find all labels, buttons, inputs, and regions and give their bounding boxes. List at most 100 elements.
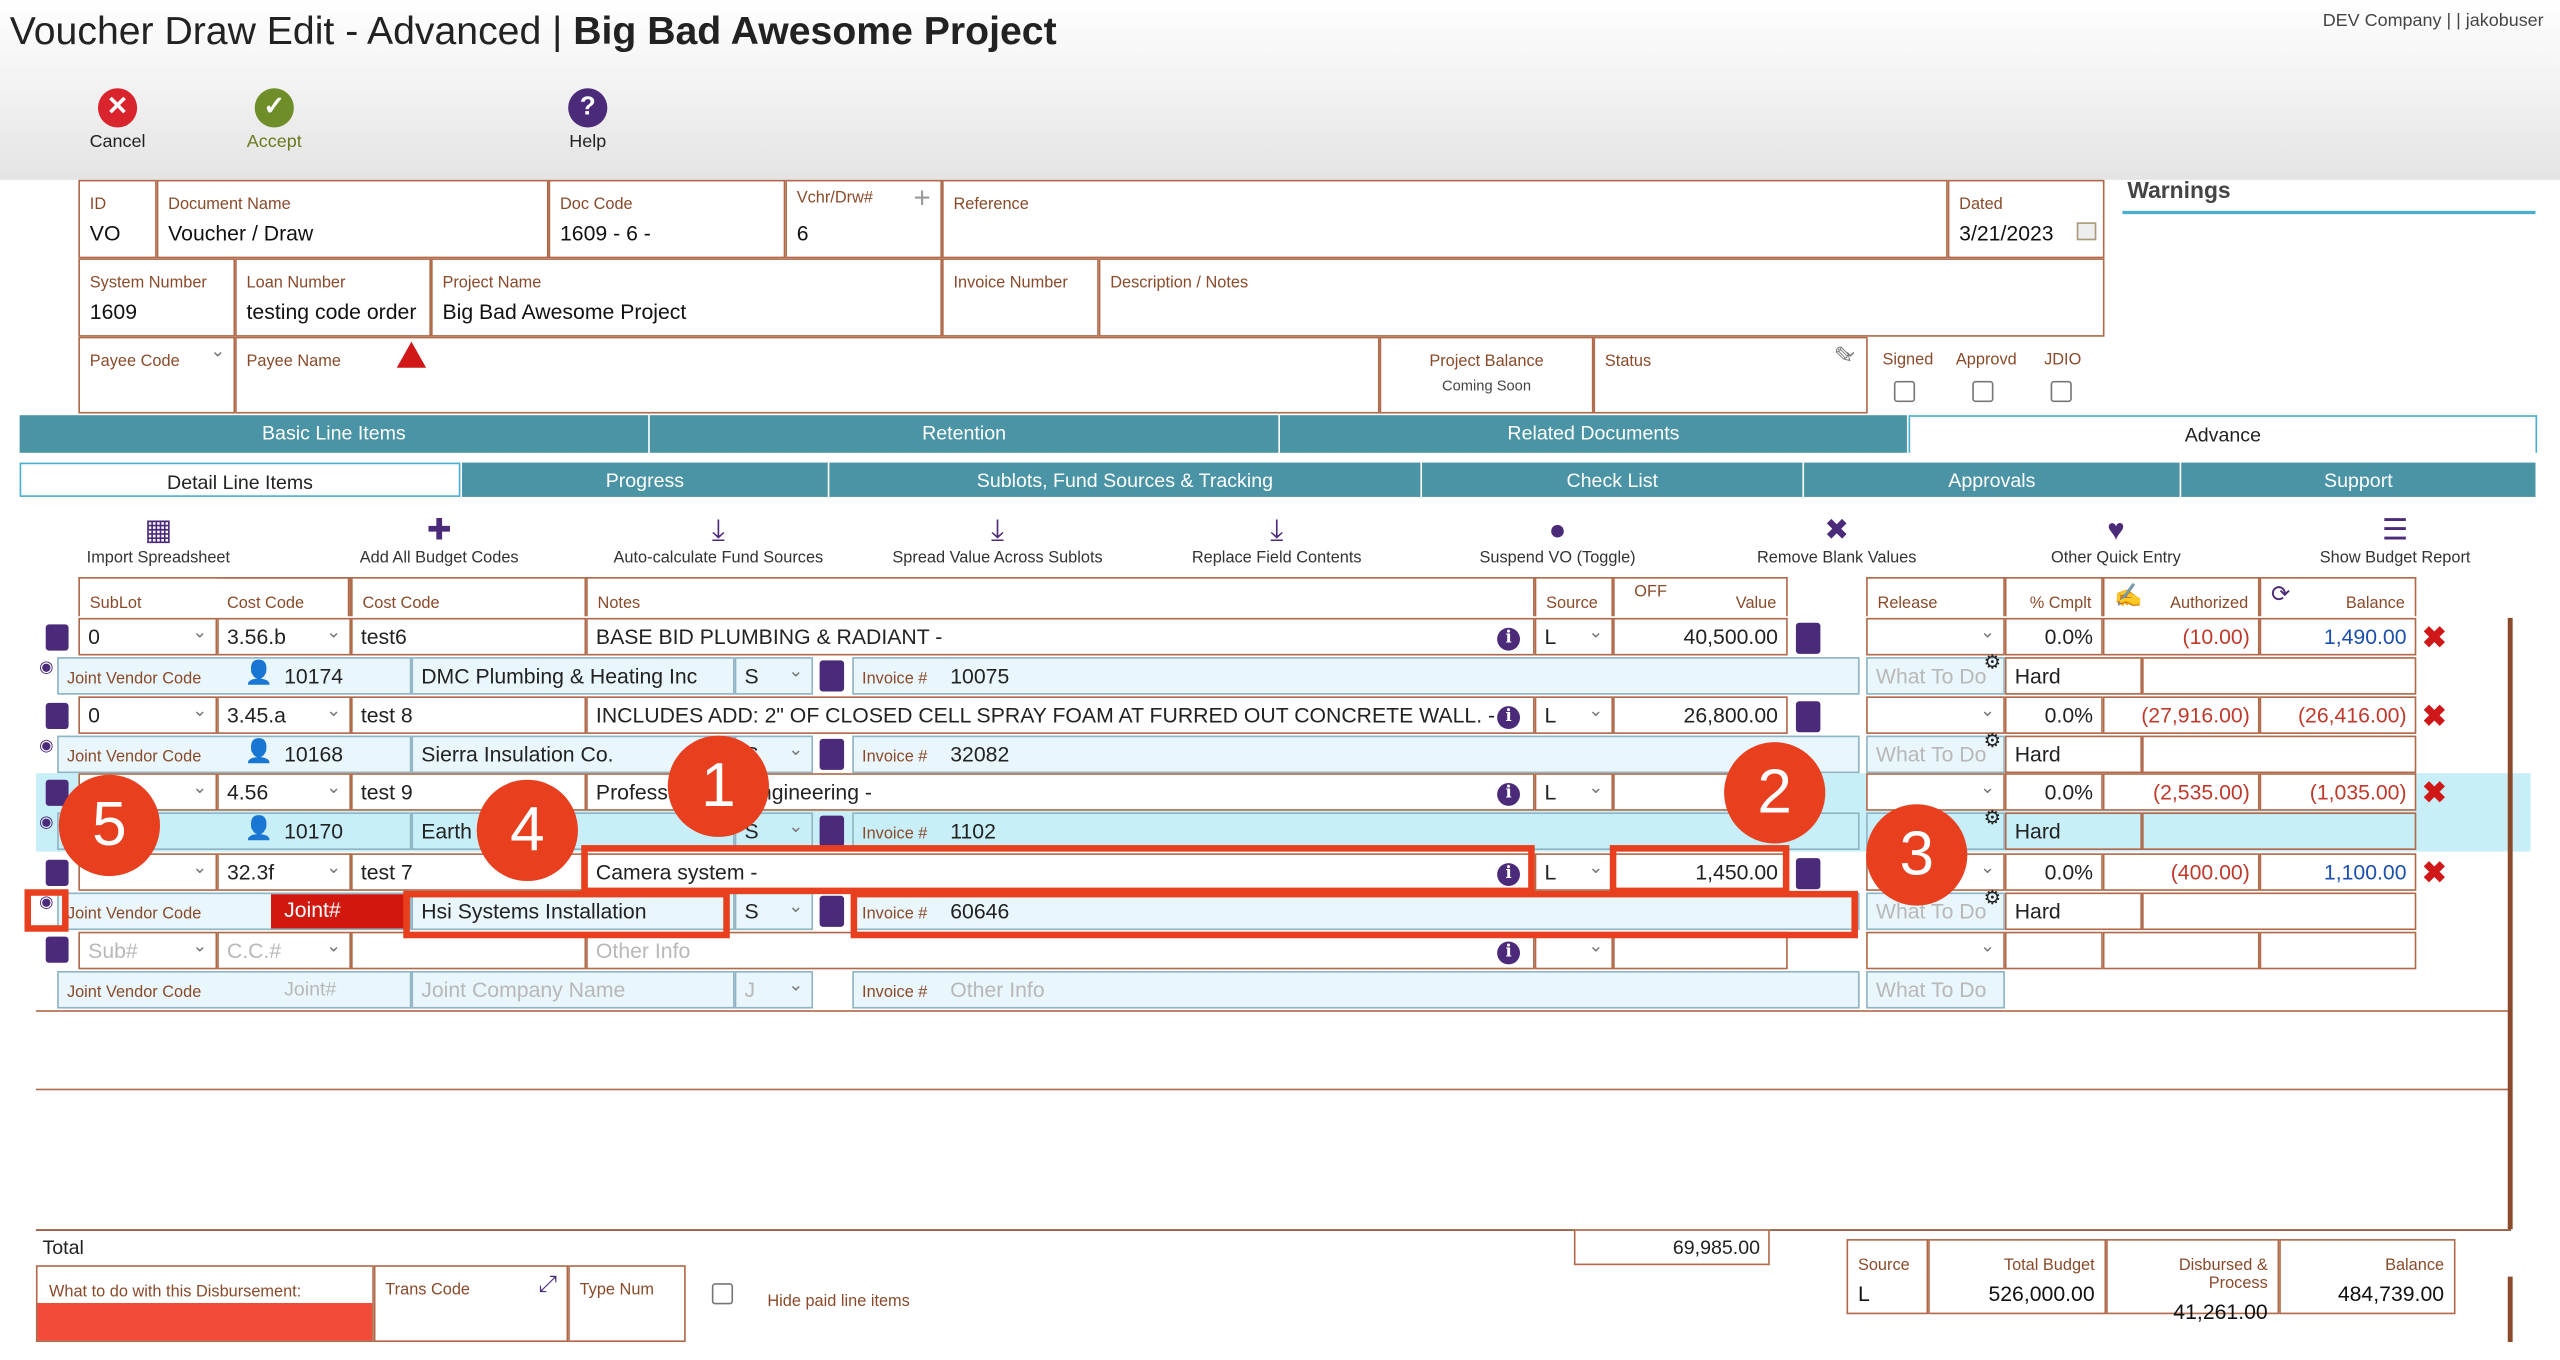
what-to-do-select[interactable]: What To Do: [1866, 970, 2005, 1009]
notes-input[interactable]: INCLUDES ADD: 2" OF CLOSED CELL SPRAY FO…: [586, 696, 1535, 734]
calendar-icon[interactable]: [2076, 222, 2097, 241]
description-notes-field[interactable]: Description / Notes: [1098, 258, 2105, 337]
document-icon[interactable]: [45, 702, 69, 730]
gear-icon[interactable]: ⚙: [1983, 650, 2002, 674]
document-icon[interactable]: [45, 624, 69, 651]
calculator-icon[interactable]: [819, 895, 845, 927]
type-select[interactable]: S: [734, 657, 814, 695]
info-icon[interactable]: i: [1497, 782, 1520, 806]
what-to-do-disbursement[interactable]: What to do with this Disbursement:: [35, 1265, 374, 1343]
plus-icon[interactable]: +: [913, 181, 931, 215]
document-icon[interactable]: [45, 936, 69, 963]
calculator-icon[interactable]: [1795, 622, 1821, 654]
payee-name-field[interactable]: Payee Name: [235, 336, 1380, 414]
eye-icon[interactable]: ◉: [39, 658, 54, 677]
info-icon[interactable]: i: [1497, 706, 1520, 730]
calculator-icon[interactable]: [1795, 701, 1821, 733]
document-icon[interactable]: [45, 859, 69, 886]
delete-row-icon[interactable]: ✖: [2421, 621, 2447, 654]
gear-icon[interactable]: ⚙: [1983, 729, 2002, 752]
tab-retention[interactable]: Retention: [649, 415, 1279, 453]
joint-vendor-code-select[interactable]: Joint Vendor Code 👤 10168: [57, 735, 412, 774]
suspend-vo-toggle-button[interactable]: ● Suspend VO (Toggle): [1469, 513, 1645, 567]
remove-blank-values-button[interactable]: ✖ Remove Blank Values: [1747, 513, 1927, 567]
release-select[interactable]: [1866, 931, 2005, 970]
joint-vendor-code-select[interactable]: Joint Vendor Code Joint#: [57, 892, 412, 931]
invoice-input[interactable]: Invoice # 10075: [852, 657, 1860, 695]
add-budget-codes-button[interactable]: ✚ Add All Budget Codes: [343, 513, 536, 567]
tab-advance[interactable]: Advance: [1908, 415, 2538, 453]
gear-icon[interactable]: ⚙: [1983, 805, 2002, 829]
subtab-progress[interactable]: Progress: [462, 462, 828, 497]
joint-company-name[interactable]: DMC Plumbing & Heating Inc: [411, 657, 735, 695]
type-num-field[interactable]: Type Num: [568, 1265, 686, 1343]
calculator-icon[interactable]: [819, 660, 845, 692]
joint-vendor-code-select[interactable]: Joint Vendor Code 👤 10174: [57, 657, 412, 695]
value-input[interactable]: 40,500.00: [1613, 617, 1788, 656]
invoice-input[interactable]: Invoice # 32082: [852, 735, 1860, 774]
source-select[interactable]: L: [1534, 617, 1614, 656]
jdio-checkbox[interactable]: [2050, 380, 2072, 403]
approved-checkbox[interactable]: [1972, 380, 1994, 403]
trans-code-field[interactable]: Trans Code ⤢: [373, 1265, 569, 1343]
what-to-do-select[interactable]: What To Do: [1866, 735, 2005, 774]
cost-code-select[interactable]: C.C.#: [217, 931, 352, 970]
invoice-number-field[interactable]: Invoice Number: [942, 258, 1099, 337]
tab-related-documents[interactable]: Related Documents: [1279, 415, 1907, 453]
reference-field[interactable]: Reference: [942, 179, 1948, 259]
replace-field-contents-button[interactable]: ⤓ Replace Field Contents: [1182, 513, 1371, 567]
other-quick-entry-button[interactable]: ♥ Other Quick Entry: [2038, 513, 2195, 567]
signed-checkbox[interactable]: [1893, 380, 1916, 403]
value-input[interactable]: 1,450.00: [1613, 853, 1788, 891]
subtab-approvals[interactable]: Approvals: [1804, 462, 2180, 497]
type-select[interactable]: J: [734, 970, 814, 1009]
expand-icon[interactable]: ⤢: [538, 1270, 557, 1297]
source-select[interactable]: L: [1534, 773, 1614, 811]
auto-calc-fund-sources-button[interactable]: ⤓ Auto-calculate Fund Sources: [601, 513, 836, 567]
sublot-select[interactable]: 0: [78, 617, 218, 656]
gear-icon[interactable]: ⚙: [1983, 885, 2002, 909]
show-budget-report-button[interactable]: ☰ Show Budget Report: [2309, 513, 2482, 567]
value-input[interactable]: 26,800.00: [1613, 696, 1788, 734]
joint-company-name-input[interactable]: Joint Company Name: [411, 970, 735, 1009]
hide-paid-checkbox[interactable]: [711, 1283, 734, 1305]
release-select[interactable]: [1866, 617, 2005, 656]
import-spreadsheet-button[interactable]: ▦ Import Spreadsheet: [65, 513, 251, 567]
dated-field[interactable]: Dated 3/21/2023: [1947, 179, 2105, 259]
help-button[interactable]: ? Help: [539, 88, 637, 152]
joint-vendor-code-select[interactable]: Joint Vendor Code Joint#: [57, 970, 412, 1009]
calculator-icon[interactable]: [819, 815, 845, 847]
cost-code-select[interactable]: 3.56.b: [217, 617, 352, 656]
calculator-icon[interactable]: [1795, 858, 1821, 890]
tab-basic-line-items[interactable]: Basic Line Items: [19, 415, 649, 453]
joint-company-name[interactable]: Hsi Systems Installation: [411, 892, 735, 931]
subtab-support[interactable]: Support: [2181, 462, 2536, 497]
subtab-detail-line-items[interactable]: Detail Line Items: [19, 462, 461, 497]
voucher-draw-number-field[interactable]: Vchr/Drw# 6 +: [785, 179, 943, 259]
cancel-button[interactable]: ✕ Cancel: [69, 88, 167, 152]
calculator-icon[interactable]: [819, 738, 845, 770]
sublot-select[interactable]: 0: [78, 696, 218, 734]
type-select[interactable]: S: [734, 892, 814, 931]
cost-code-select[interactable]: 3.45.a: [217, 696, 352, 734]
user-icon[interactable]: 👤: [244, 814, 274, 841]
cost-code-select[interactable]: 4.56: [217, 773, 352, 811]
source-select[interactable]: L: [1534, 696, 1614, 734]
spread-value-button[interactable]: ⤓ Spread Value Across Sublots: [882, 513, 1114, 567]
delete-row-icon[interactable]: ✖: [2421, 776, 2447, 810]
info-icon[interactable]: i: [1497, 627, 1520, 651]
user-edit-icon[interactable]: 👤: [244, 658, 274, 685]
user-edit-icon[interactable]: 👤: [244, 737, 274, 764]
release-select[interactable]: [1866, 773, 2005, 811]
document-icon[interactable]: [45, 779, 69, 806]
release-select[interactable]: [1866, 696, 2005, 734]
invoice-input[interactable]: Invoice # Other Info: [852, 970, 1860, 1009]
eye-icon[interactable]: ◉: [39, 814, 54, 833]
sublot-select[interactable]: Sub#: [78, 931, 218, 970]
subtab-check-list[interactable]: Check List: [1422, 462, 1803, 497]
what-to-do-select[interactable]: What To Do: [1866, 657, 2005, 695]
eye-icon[interactable]: ◉: [39, 737, 54, 756]
notes-input[interactable]: BASE BID PLUMBING & RADIANT -: [586, 617, 1535, 656]
source-select[interactable]: L: [1534, 853, 1614, 891]
eye-icon[interactable]: ◉: [39, 894, 54, 913]
